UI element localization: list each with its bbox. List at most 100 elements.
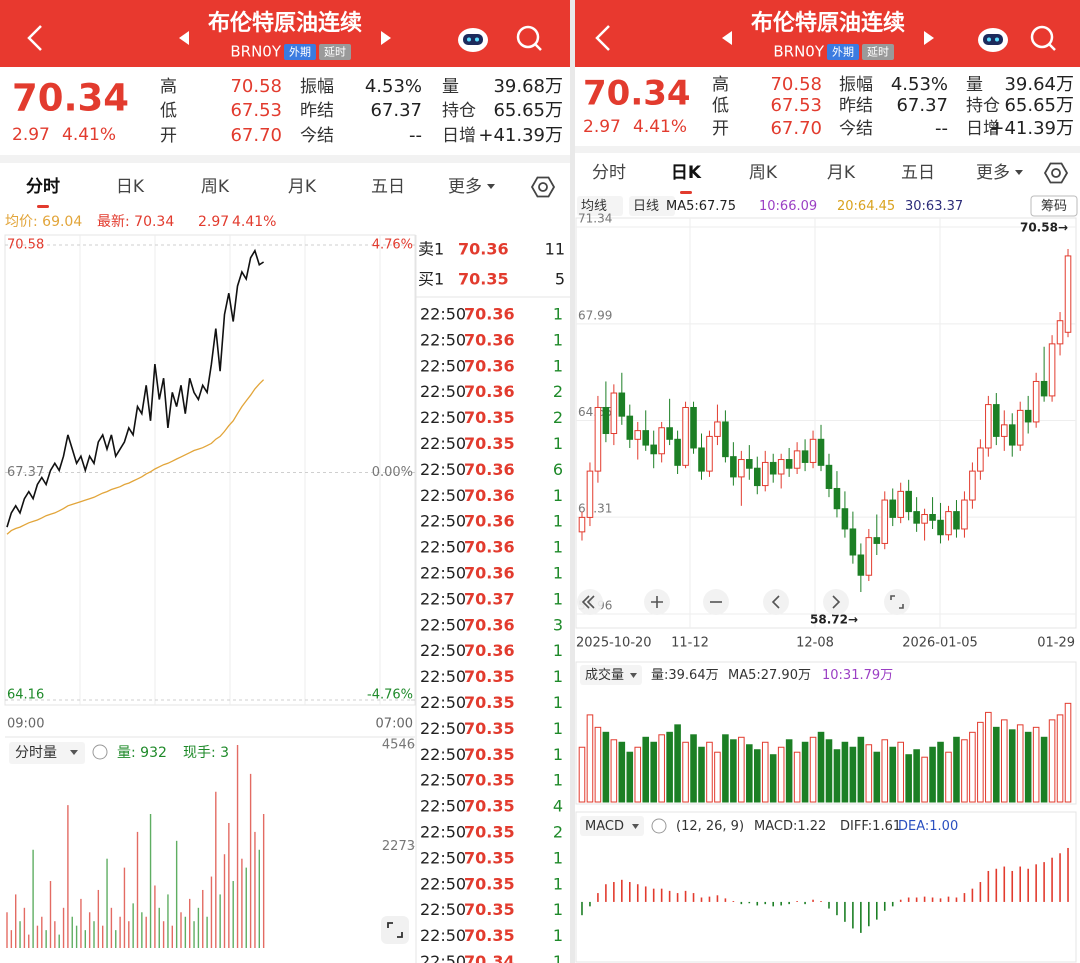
volume-bar xyxy=(1064,702,1072,803)
tab[interactable]: 月K xyxy=(827,163,856,183)
settings-icon[interactable] xyxy=(530,176,556,198)
x-label: 11-12 xyxy=(671,636,709,651)
candle-body xyxy=(634,430,642,440)
candle-body xyxy=(690,406,697,449)
indicator-button[interactable] xyxy=(629,196,675,216)
back-button[interactable] xyxy=(27,25,42,51)
search-icon[interactable] xyxy=(1030,25,1054,49)
volume-info: 现手: 3 xyxy=(183,745,229,761)
candle-body xyxy=(746,459,753,469)
latest-price: 最新: 70.34 xyxy=(97,214,174,230)
volume-bar xyxy=(682,741,689,803)
tab[interactable]: 周K xyxy=(201,177,230,197)
stat-label: 振幅 xyxy=(839,75,873,95)
trade-qty: 1 xyxy=(553,900,563,919)
settings-icon[interactable] xyxy=(1043,162,1069,184)
chart-control[interactable] xyxy=(823,589,849,615)
y-tick-label: 2273 xyxy=(382,839,415,854)
volume-bar xyxy=(1000,719,1008,803)
macd-legend: DEA:1.00 xyxy=(898,819,958,834)
tab[interactable]: 周K xyxy=(749,163,778,183)
trade-time: 22:50 xyxy=(420,356,466,375)
trade-time: 22:50 xyxy=(420,848,466,867)
candle-body xyxy=(777,459,785,475)
next-contract[interactable] xyxy=(924,31,934,45)
contract-code: BRN0Y xyxy=(230,43,281,61)
expand-button[interactable] xyxy=(381,916,409,944)
help-icon xyxy=(92,744,108,760)
volume-bar xyxy=(881,739,889,803)
candle-body xyxy=(642,430,650,446)
dropdown[interactable] xyxy=(580,665,642,685)
candle-body xyxy=(817,438,825,466)
prev-contract[interactable] xyxy=(722,31,732,45)
volume-bar xyxy=(841,741,849,803)
chip-button[interactable] xyxy=(1030,195,1078,217)
stat-value: 67.70 xyxy=(230,125,282,146)
candle-body xyxy=(841,508,849,530)
candle-body xyxy=(722,421,729,458)
tab[interactable]: 日K xyxy=(116,177,145,197)
trade-price: 70.35 xyxy=(464,797,515,816)
volume-bar xyxy=(586,714,594,803)
tab[interactable]: 日K xyxy=(671,163,702,183)
indicator-button[interactable] xyxy=(577,196,623,216)
candle-body xyxy=(1040,380,1048,397)
prev-contract[interactable] xyxy=(179,31,189,45)
tab[interactable]: 更多 xyxy=(448,177,482,197)
tab[interactable]: 分时 xyxy=(26,177,60,197)
chart-frame xyxy=(575,217,1077,629)
badge-text: 外期 xyxy=(832,46,854,59)
help-icon xyxy=(651,818,667,834)
candle-body xyxy=(1032,380,1040,423)
trade-price: 70.35 xyxy=(464,848,515,867)
candle-body xyxy=(897,490,904,518)
trade-qty: 1 xyxy=(553,641,563,660)
y-tick-label: 67.99 xyxy=(578,308,612,322)
trade-price: 70.35 xyxy=(464,771,515,790)
stat-label: 开 xyxy=(712,119,729,139)
volume-bar xyxy=(722,734,729,803)
stat-label: 昨结 xyxy=(839,96,873,116)
next-contract[interactable] xyxy=(381,31,391,45)
tab[interactable]: 五日 xyxy=(371,177,405,197)
dropdown[interactable] xyxy=(580,816,644,836)
volume-bar xyxy=(809,736,817,803)
candle-body xyxy=(857,554,865,576)
tab[interactable]: 月K xyxy=(288,177,317,197)
volume-bar xyxy=(857,736,865,803)
chart-control[interactable] xyxy=(577,589,603,615)
stat-label: 开 xyxy=(160,126,177,146)
divider xyxy=(570,0,575,963)
tab[interactable]: 更多 xyxy=(976,163,1010,183)
assistant-face xyxy=(463,34,483,45)
tab[interactable]: 五日 xyxy=(901,163,935,183)
price-line xyxy=(6,248,265,528)
tab[interactable]: 分时 xyxy=(592,163,626,183)
badge xyxy=(862,44,894,60)
trade-qty: 6 xyxy=(553,460,563,479)
candle-body xyxy=(1064,255,1072,333)
annotation: 70.58→ xyxy=(1020,221,1068,235)
trade-qty: 1 xyxy=(553,693,563,712)
search-icon[interactable] xyxy=(516,25,540,49)
candle-body xyxy=(738,459,745,478)
stat-label: 量 xyxy=(966,75,983,95)
stat-label: 持仓 xyxy=(442,101,476,121)
back-button[interactable] xyxy=(595,25,610,51)
candle-body xyxy=(793,450,801,469)
volume-bar xyxy=(690,734,697,803)
trade-qty: 1 xyxy=(553,305,563,324)
price-change: 2.97 xyxy=(12,125,50,145)
candle-body xyxy=(929,514,936,521)
volume-bar xyxy=(1032,726,1040,803)
volume-bar xyxy=(1016,724,1024,803)
dropdown[interactable] xyxy=(9,742,85,764)
indicator-button-text: 日线 xyxy=(633,199,659,214)
volume-legend: MA5:27.90万 xyxy=(728,668,811,683)
book-qty: 11 xyxy=(545,240,565,259)
chart-control[interactable] xyxy=(884,589,910,615)
trade-qty: 1 xyxy=(553,848,563,867)
ma-legend: MA5:67.75 xyxy=(666,199,736,214)
chart-control[interactable] xyxy=(763,589,789,615)
